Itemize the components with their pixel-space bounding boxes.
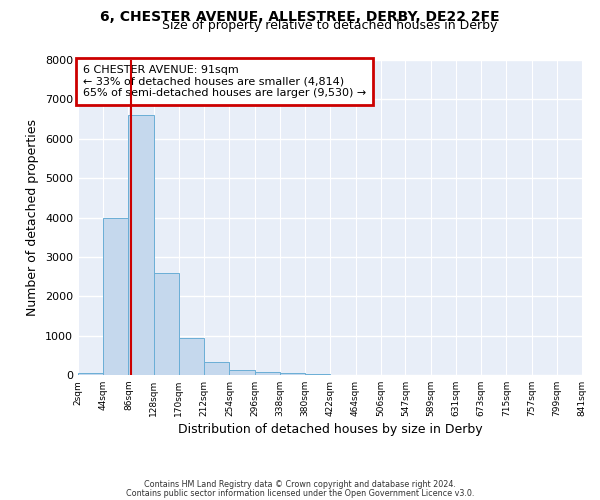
Bar bbox=[179, 338, 204, 375]
Bar bbox=[254, 372, 280, 375]
Text: 6 CHESTER AVENUE: 91sqm
← 33% of detached houses are smaller (4,814)
65% of semi: 6 CHESTER AVENUE: 91sqm ← 33% of detache… bbox=[83, 64, 366, 98]
Bar bbox=[280, 373, 305, 375]
Bar bbox=[128, 115, 154, 375]
Title: Size of property relative to detached houses in Derby: Size of property relative to detached ho… bbox=[163, 20, 497, 32]
Text: 6, CHESTER AVENUE, ALLESTREE, DERBY, DE22 2FE: 6, CHESTER AVENUE, ALLESTREE, DERBY, DE2… bbox=[100, 10, 500, 24]
Bar bbox=[229, 370, 254, 375]
Bar bbox=[204, 362, 229, 375]
Bar bbox=[78, 373, 103, 375]
Y-axis label: Number of detached properties: Number of detached properties bbox=[26, 119, 40, 316]
Bar bbox=[103, 218, 128, 375]
Text: Contains public sector information licensed under the Open Government Licence v3: Contains public sector information licen… bbox=[126, 488, 474, 498]
X-axis label: Distribution of detached houses by size in Derby: Distribution of detached houses by size … bbox=[178, 423, 482, 436]
Bar bbox=[154, 272, 179, 375]
Text: Contains HM Land Registry data © Crown copyright and database right 2024.: Contains HM Land Registry data © Crown c… bbox=[144, 480, 456, 489]
Bar bbox=[305, 374, 331, 375]
